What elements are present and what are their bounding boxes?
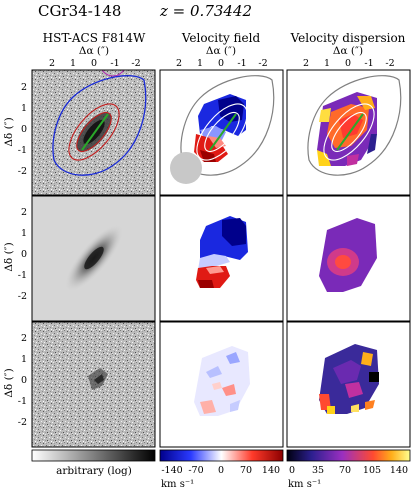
panel-velocity-residual <box>159 321 284 448</box>
y-axis-label: Δδ (″) <box>3 117 15 146</box>
tick-label: -1 <box>18 270 27 281</box>
tick-label: 2 <box>21 333 27 344</box>
redshift-label: z = 0.73442 <box>159 2 252 20</box>
column-title-dispersion: Velocity dispersion <box>290 31 406 45</box>
y-axis-row-2: Δδ (″) 2 1 0 -1 -2 <box>3 207 27 302</box>
tick-label: 0 <box>21 249 27 260</box>
panel-velocity-model <box>159 195 284 322</box>
colorbar-label: arbitrary (log) <box>56 465 132 477</box>
tick-label: 0 <box>21 375 27 386</box>
colorbar-tick: 0 <box>218 465 224 476</box>
column-title-imaging: HST-ACS F814W <box>43 31 146 45</box>
colorbar-tick: -70 <box>188 465 203 476</box>
y-axis-label: Δδ (″) <box>3 368 15 397</box>
panel-dispersion-residual <box>286 321 411 448</box>
column-headers: HST-ACS F814W Δα (″) Velocity field Δα (… <box>43 31 406 57</box>
tick-label: -2 <box>18 291 27 302</box>
contour-blue <box>52 75 147 176</box>
colorbar-tick: 140 <box>262 465 280 476</box>
contour-magenta <box>101 70 125 77</box>
panel-velocity-observed <box>159 69 284 196</box>
tick-label: 2 <box>303 58 309 69</box>
contour-red-outer <box>68 103 120 161</box>
panel-hst-observed <box>31 69 156 196</box>
panel-hst-residual <box>31 321 156 448</box>
tick-label: 2 <box>176 58 182 69</box>
tick-label: 1 <box>21 103 27 114</box>
colorbar-tick: 0 <box>289 465 295 476</box>
colorbar-unit: km s⁻¹ <box>288 479 321 490</box>
tick-label: 0 <box>21 124 27 135</box>
tick-label: 2 <box>49 58 55 69</box>
tick-label: 1 <box>70 58 76 69</box>
tick-label: 0 <box>91 58 97 69</box>
contour-white-outer <box>196 103 248 161</box>
tick-label: -2 <box>385 58 394 69</box>
contour-red-inner <box>76 111 112 153</box>
y-axis-row-1: Δδ (″) 2 1 0 -1 -2 <box>3 82 27 177</box>
tick-label: 1 <box>21 228 27 239</box>
object-name: CGr34-148 <box>38 2 121 20</box>
psf-disc <box>170 152 202 184</box>
y-axis-label: Δδ (″) <box>3 242 15 271</box>
panel-dispersion-model <box>286 195 411 322</box>
tick-label: -1 <box>110 58 119 69</box>
top-tick-labels: 2 1 0 -1 -2 2 1 0 -1 -2 2 1 0 -1 -2 <box>49 58 395 69</box>
column-axis-label-velocity: Δα (″) <box>206 45 236 57</box>
column-title-velocity: Velocity field <box>181 31 261 45</box>
tick-label: 1 <box>324 58 330 69</box>
colorbar-tick: 70 <box>339 465 351 476</box>
colorbar-tick: 35 <box>312 465 324 476</box>
panel-dispersion-observed <box>286 69 411 196</box>
contour-grey-outer <box>307 75 402 176</box>
y-axis-row-3: Δδ (″) 2 1 0 -1 -2 <box>3 333 27 428</box>
tick-label: 2 <box>21 82 27 93</box>
contour-white-outer <box>323 103 375 161</box>
tick-label: -1 <box>18 396 27 407</box>
kinematic-axis-line <box>81 113 109 151</box>
column-axis-label-imaging: Δα (″) <box>79 45 109 57</box>
colorbar-tick: 140 <box>390 465 408 476</box>
colorbar-tick: 105 <box>363 465 381 476</box>
kinematic-axis-line <box>336 113 364 151</box>
colorbar-arbitrary: arbitrary (log) <box>31 449 156 477</box>
contour-white-inner <box>204 111 240 153</box>
tick-label: -2 <box>258 58 267 69</box>
panel-hst-model <box>31 195 156 322</box>
colorbar-unit: km s⁻¹ <box>161 479 194 490</box>
tick-label: -1 <box>237 58 246 69</box>
tick-label: -1 <box>18 145 27 156</box>
colorbar-tick: 70 <box>240 465 252 476</box>
colorbar-velocity: -140 -70 0 70 140 km s⁻¹ <box>159 449 284 490</box>
contour-grey-outer <box>180 75 275 176</box>
tick-label: -1 <box>364 58 373 69</box>
tick-label: -2 <box>131 58 140 69</box>
colorbar-dispersion: 0 35 70 105 140 km s⁻¹ <box>286 449 411 490</box>
tick-label: 0 <box>345 58 351 69</box>
tick-label: -2 <box>18 417 27 428</box>
colorbar-tick: -140 <box>161 465 182 476</box>
column-axis-label-dispersion: Δα (″) <box>333 45 363 57</box>
tick-label: 1 <box>197 58 203 69</box>
kinematic-axis-line <box>209 113 237 151</box>
contour-white-inner <box>331 111 367 153</box>
tick-label: 0 <box>218 58 224 69</box>
tick-label: 1 <box>21 354 27 365</box>
tick-label: -2 <box>18 166 27 177</box>
tick-label: 2 <box>21 207 27 218</box>
